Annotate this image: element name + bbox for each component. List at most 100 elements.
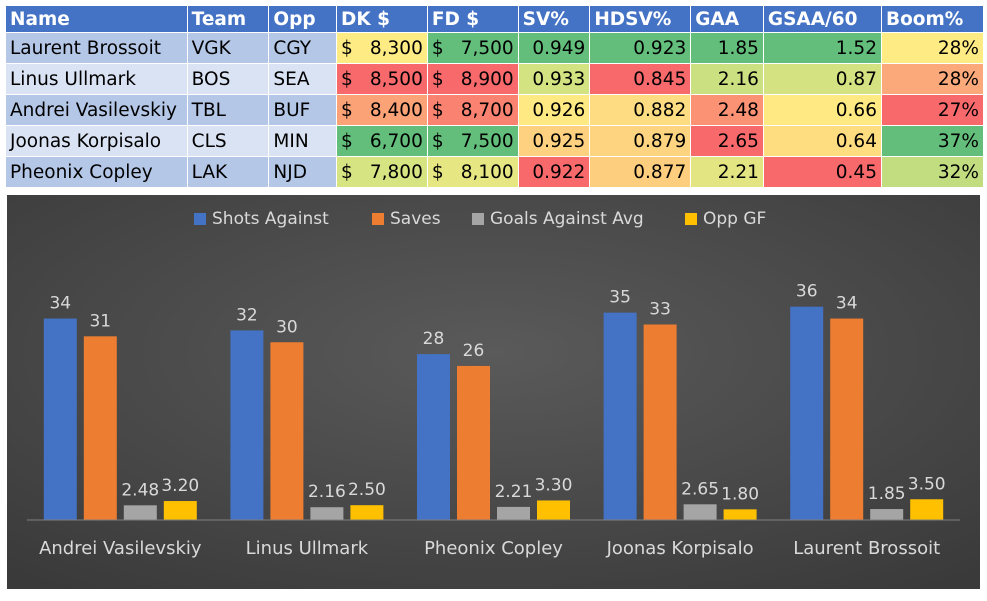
bar-opp-gf xyxy=(910,499,944,520)
cell-fd: $7,500 xyxy=(426,125,519,157)
cell-sv: 0.926 xyxy=(517,94,591,126)
bar-opp-gf xyxy=(723,509,757,520)
category-label: Pheonix Copley xyxy=(424,538,563,559)
cell-fd: $7,500 xyxy=(426,32,519,64)
category-label: Linus Ullmark xyxy=(246,538,369,559)
cell-gaa: 1.85 xyxy=(690,32,764,64)
data-label: 35 xyxy=(609,288,631,308)
cell-sv: 0.925 xyxy=(517,125,591,157)
currency-symbol: $ xyxy=(431,68,444,90)
currency-symbol: $ xyxy=(431,37,444,59)
data-label: 1.80 xyxy=(721,484,759,504)
cell-gsaa: 0.45 xyxy=(762,156,882,188)
bar-opp-gf xyxy=(537,500,570,520)
cell-dk: $8,400 xyxy=(336,94,428,126)
table-header-row: Name Team Opp DK $ FD $ SV% HDSV% GAA GS… xyxy=(5,5,985,33)
data-label: 3.50 xyxy=(908,474,946,494)
bar-goals-against-avg xyxy=(683,504,717,520)
salary-value: 7,800 xyxy=(369,161,423,183)
data-label: 2.65 xyxy=(681,479,719,499)
salary-value: 8,100 xyxy=(460,161,514,183)
bar-goals-against-avg xyxy=(870,509,904,520)
bar-saves xyxy=(643,324,677,520)
table-row: Pheonix Copley LAK NJD $7,800 $8,100 0.922 0.8… xyxy=(5,156,985,188)
cell-dk: $7,800 xyxy=(336,156,428,188)
legend-label: Opp GF xyxy=(703,209,766,229)
bar-shots-against xyxy=(603,312,637,520)
cell-gaa: 2.21 xyxy=(690,156,764,188)
bar-goals-against-avg xyxy=(497,506,530,520)
currency-symbol: $ xyxy=(341,130,353,152)
cell-opp: MIN xyxy=(268,125,338,157)
salary-value: 8,500 xyxy=(369,68,423,90)
salary-value: 8,700 xyxy=(460,99,514,121)
currency-symbol: $ xyxy=(341,37,353,59)
data-label: 26 xyxy=(463,341,485,361)
bar-shots-against xyxy=(230,330,264,520)
data-label: 33 xyxy=(649,299,671,319)
bar-shots-against xyxy=(790,306,824,520)
currency-symbol: $ xyxy=(431,130,444,152)
cell-team: CLS xyxy=(186,125,270,157)
data-label: 31 xyxy=(89,311,111,331)
bar-shots-against xyxy=(43,318,77,520)
cell-hdsv: 0.879 xyxy=(589,125,692,157)
category-label: Andrei Vasilevskiy xyxy=(39,538,202,559)
cell-team: BOS xyxy=(186,63,270,95)
cell-gaa: 2.65 xyxy=(690,125,764,157)
cell-boom: 32% xyxy=(880,156,985,188)
data-label: 30 xyxy=(276,317,298,337)
legend-swatch xyxy=(372,213,384,225)
cell-dk: $6,700 xyxy=(336,125,428,157)
header-hdsv-pct: HDSV% xyxy=(589,5,692,33)
cell-gsaa: 1.52 xyxy=(762,32,882,64)
data-label: 32 xyxy=(236,305,258,325)
cell-boom: 27% xyxy=(880,94,985,126)
cell-dk: $8,300 xyxy=(336,32,428,64)
cell-team: LAK xyxy=(186,156,270,188)
header-fd-salary: FD $ xyxy=(426,5,519,33)
cell-dk: $8,500 xyxy=(336,63,428,95)
cell-sv: 0.949 xyxy=(517,32,591,64)
table-row: Linus Ullmark BOS SEA $8,500 $8,900 0.933 0.84… xyxy=(5,63,985,95)
cell-sv: 0.922 xyxy=(517,156,591,188)
cell-hdsv: 0.877 xyxy=(589,156,692,188)
currency-symbol: $ xyxy=(431,99,444,121)
cell-team: TBL xyxy=(186,94,270,126)
cell-gsaa: 0.64 xyxy=(762,125,882,157)
cell-opp: NJD xyxy=(268,156,338,188)
cell-boom: 28% xyxy=(880,32,985,64)
bar-saves xyxy=(270,342,304,520)
data-label: 34 xyxy=(836,294,858,314)
data-label: 3.30 xyxy=(535,475,573,495)
goalie-stats-table: Name Team Opp DK $ FD $ SV% HDSV% GAA GS… xyxy=(5,5,985,188)
cell-hdsv: 0.845 xyxy=(589,63,692,95)
legend-label: Saves xyxy=(390,209,441,229)
header-name: Name xyxy=(5,5,188,33)
cell-hdsv: 0.882 xyxy=(589,94,692,126)
header-team: Team xyxy=(186,5,270,33)
header-gsaa60: GSAA/60 xyxy=(762,5,882,33)
bar-goals-against-avg xyxy=(310,507,344,520)
cell-opp: SEA xyxy=(268,63,338,95)
header-boom-pct: Boom% xyxy=(880,5,985,33)
cell-fd: $8,700 xyxy=(426,94,519,126)
cell-fd: $8,100 xyxy=(426,156,519,188)
legend-swatch xyxy=(472,213,484,225)
bar-goals-against-avg xyxy=(123,505,157,520)
cell-hdsv: 0.923 xyxy=(589,32,692,64)
cell-gaa: 2.48 xyxy=(690,94,764,126)
category-label: Laurent Brossoit xyxy=(793,538,940,559)
salary-value: 6,700 xyxy=(369,130,423,152)
cell-name: Linus Ullmark xyxy=(5,63,188,95)
table-row: Laurent Brossoit VGK CGY $8,300 $7,500 0.949 0… xyxy=(5,32,985,64)
bar-saves xyxy=(457,365,490,520)
data-label: 1.85 xyxy=(868,484,906,504)
data-label: 2.16 xyxy=(308,482,346,502)
salary-value: 8,900 xyxy=(460,68,514,90)
data-label: 28 xyxy=(423,329,445,349)
salary-value: 8,400 xyxy=(369,99,423,121)
legend-swatch xyxy=(194,213,206,225)
cell-gsaa: 0.66 xyxy=(762,94,882,126)
legend-label: Shots Against xyxy=(212,209,329,229)
